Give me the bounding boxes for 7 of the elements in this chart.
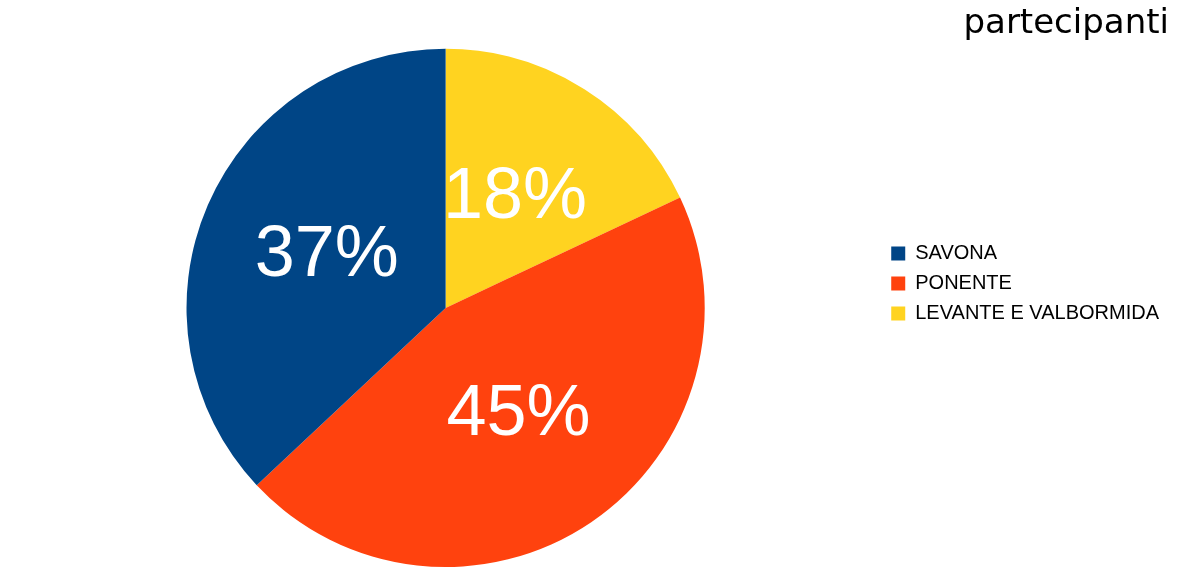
data-label: 45% [446, 369, 591, 450]
legend-label: LEVANTE E VALBORMIDA [915, 301, 1160, 324]
legend-label: PONENTE [915, 271, 1012, 294]
data-label: 18% [442, 153, 588, 234]
data-label: 37% [254, 211, 399, 292]
legend-label: SAVONA [915, 241, 998, 264]
chart-title: partecipanti [963, 1, 1169, 42]
